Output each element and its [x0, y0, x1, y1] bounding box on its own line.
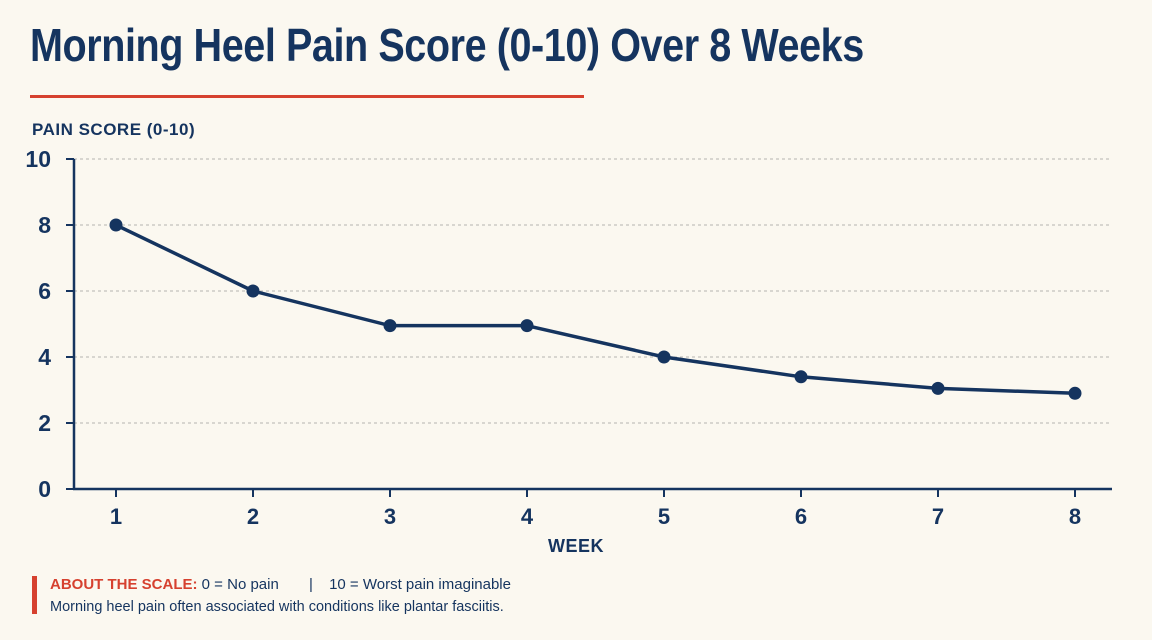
y-tick-label: 8	[38, 212, 51, 238]
x-axis-label: WEEK	[548, 536, 604, 556]
data-point-week-7	[931, 381, 945, 395]
scale-note-low: 0 = No pain	[201, 576, 279, 593]
scale-note-high: 10 = Worst pain imaginable	[329, 576, 511, 593]
x-tick-label: 4	[521, 504, 534, 529]
chart-title: Morning Heel Pain Score (0-10) Over 8 We…	[30, 19, 864, 71]
scale-note-caption: Morning heel pain often associated with …	[50, 599, 504, 615]
x-tick-label: 2	[247, 504, 259, 529]
data-point-week-4	[520, 319, 534, 333]
note-accent-bar	[32, 576, 37, 614]
data-point-week-2	[246, 284, 260, 298]
scale-note-heading: ABOUT THE SCALE:	[50, 576, 198, 593]
data-point-week-8	[1068, 386, 1082, 400]
y-tick-label: 2	[38, 410, 51, 436]
y-axis-label: PAIN SCORE (0-10)	[32, 120, 196, 139]
x-tick-label: 7	[932, 504, 944, 529]
title-underline	[30, 95, 584, 98]
scale-note-separator: |	[308, 576, 313, 593]
y-tick-label: 6	[38, 278, 51, 304]
y-tick-label: 4	[38, 344, 51, 370]
data-point-week-6	[794, 370, 808, 384]
y-tick-label: 10	[25, 146, 51, 172]
data-point-week-1	[109, 218, 123, 232]
data-point-week-3	[383, 319, 397, 333]
y-tick-label: 0	[38, 476, 51, 502]
x-tick-label: 1	[110, 504, 122, 529]
data-point-week-5	[657, 350, 671, 364]
x-tick-label: 8	[1069, 504, 1081, 529]
x-tick-label: 5	[658, 504, 670, 529]
scale-note: ABOUT THE SCALE: 0 = No pain | 10 = Wors…	[50, 576, 511, 593]
x-tick-label: 6	[795, 504, 807, 529]
x-tick-label: 3	[384, 504, 396, 529]
series-line	[114, 223, 1077, 396]
